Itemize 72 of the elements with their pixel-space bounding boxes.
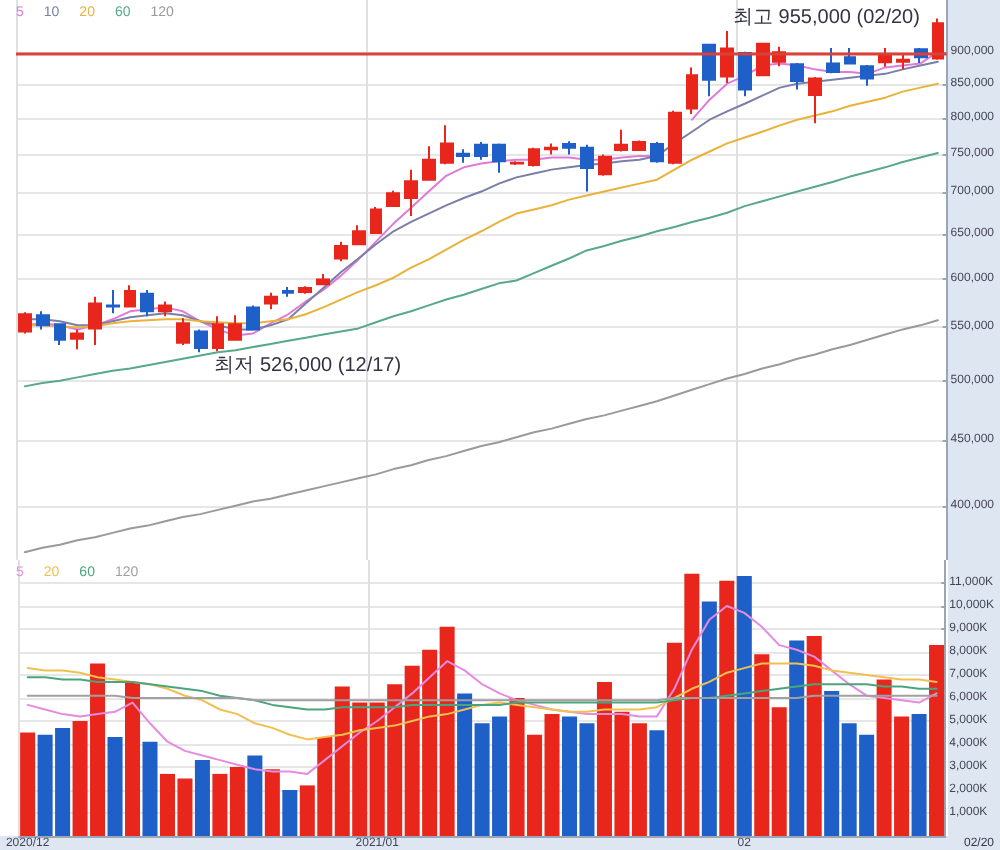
line-series bbox=[26, 676, 938, 711]
bar bbox=[736, 576, 752, 836]
candlestick bbox=[370, 205, 382, 235]
candlestick bbox=[528, 146, 540, 168]
bar bbox=[649, 730, 665, 836]
candlestick bbox=[632, 139, 646, 152]
candlestick bbox=[702, 42, 716, 98]
bar bbox=[247, 755, 263, 836]
candlestick bbox=[70, 328, 84, 351]
candlestick bbox=[474, 140, 488, 161]
bar bbox=[124, 681, 141, 836]
candlestick bbox=[580, 143, 594, 193]
candlestick bbox=[54, 322, 66, 346]
candlestick bbox=[18, 311, 32, 335]
bar bbox=[806, 635, 822, 836]
candlestick bbox=[88, 295, 102, 346]
candlestick bbox=[140, 288, 154, 318]
candlestick bbox=[598, 153, 612, 177]
candlestick bbox=[844, 46, 856, 66]
candlestick bbox=[440, 124, 454, 166]
line-series bbox=[26, 662, 938, 741]
candlestick bbox=[896, 51, 910, 71]
bar bbox=[911, 714, 927, 836]
candlestick bbox=[404, 168, 418, 218]
candlestick bbox=[808, 76, 822, 125]
candlestick bbox=[124, 284, 136, 309]
candlestick bbox=[106, 288, 120, 315]
candlestick bbox=[194, 328, 208, 354]
candlestick bbox=[212, 315, 224, 353]
candlestick bbox=[650, 140, 664, 164]
candlestick bbox=[282, 286, 294, 298]
candlestick bbox=[614, 128, 628, 153]
candlestick bbox=[510, 160, 524, 167]
annotation: 최고 955,000 (02/20) bbox=[733, 7, 920, 30]
bar bbox=[701, 601, 717, 836]
candlestick bbox=[860, 63, 874, 87]
line-series bbox=[23, 151, 939, 388]
line-series bbox=[26, 605, 938, 775]
bar bbox=[194, 760, 210, 836]
candlestick bbox=[298, 285, 312, 295]
candlestick bbox=[738, 51, 752, 98]
bar bbox=[789, 640, 805, 836]
bar bbox=[107, 737, 123, 836]
candlestick bbox=[264, 291, 278, 311]
candlestick bbox=[686, 66, 698, 116]
candlestick bbox=[176, 317, 190, 346]
candlestick bbox=[932, 17, 944, 61]
candlestick bbox=[790, 61, 804, 91]
candlestick bbox=[422, 145, 436, 182]
candlestick bbox=[36, 310, 50, 331]
candlestick bbox=[492, 142, 506, 174]
bar bbox=[282, 790, 298, 836]
bar bbox=[264, 769, 280, 836]
annotation: 최저 526,000 (12/17) bbox=[214, 355, 402, 378]
bar bbox=[719, 580, 735, 836]
candlestick bbox=[544, 142, 558, 156]
candlestick bbox=[246, 304, 260, 332]
candlestick bbox=[826, 46, 840, 75]
line-series bbox=[23, 319, 939, 554]
bar bbox=[929, 645, 945, 836]
candlestick bbox=[158, 300, 172, 318]
candlestick bbox=[386, 189, 400, 208]
candlestick bbox=[562, 140, 576, 156]
candlestick bbox=[352, 224, 366, 247]
bar bbox=[20, 732, 36, 836]
candlestick bbox=[316, 273, 330, 287]
candlestick bbox=[456, 148, 470, 164]
candlestick bbox=[334, 240, 348, 263]
candlestick bbox=[228, 314, 242, 342]
candlestick bbox=[720, 29, 734, 84]
bar bbox=[142, 741, 158, 836]
candlestick bbox=[668, 109, 682, 166]
